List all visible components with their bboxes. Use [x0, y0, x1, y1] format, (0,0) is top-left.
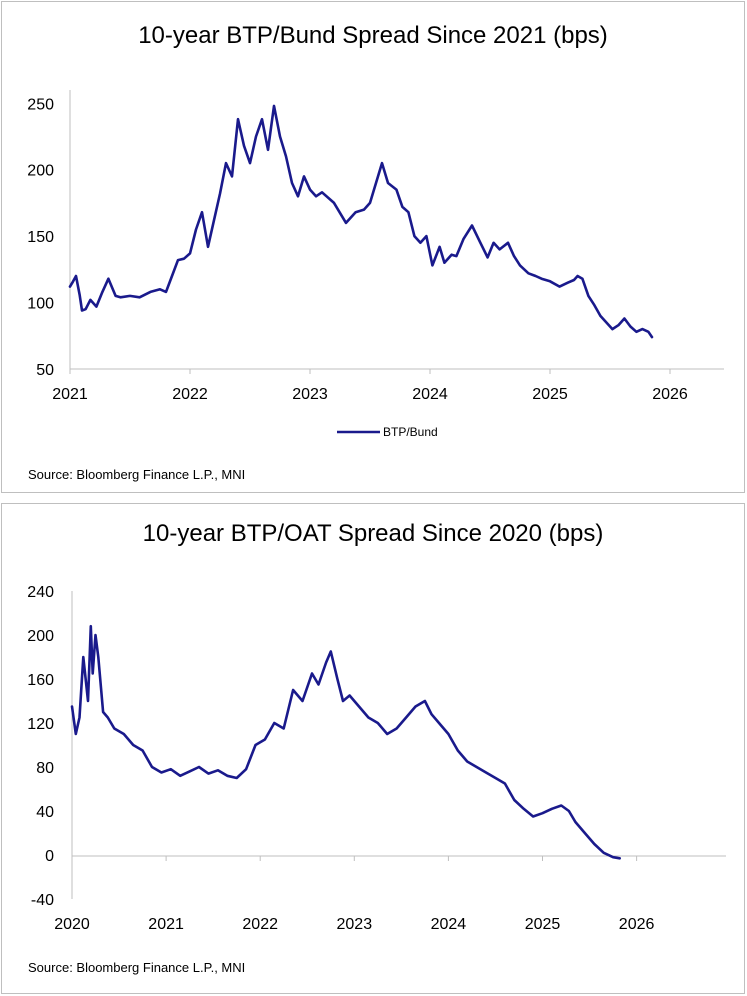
chart-canvas-btp-oat: -40 0 40 80 120 160 200 240 2020 2021 2022 2023 2024… — [27, 584, 726, 933]
y-tick-label: 150 — [27, 229, 54, 246]
source-note: Source: Bloomberg Finance L.P., MNI — [28, 960, 246, 975]
x-tick-label: 2026 — [652, 386, 688, 403]
y-tick-label: 160 — [27, 672, 54, 689]
x-tick-label: 2023 — [292, 386, 328, 403]
x-tick-label: 2026 — [619, 916, 655, 933]
chart-title: 10-year BTP/Bund Spread Since 2021 (bps) — [138, 22, 608, 49]
x-tick-label: 2024 — [431, 916, 467, 933]
x-tick-label: 2021 — [52, 386, 88, 403]
series-line-btp-bund — [68, 104, 654, 339]
y-tick-label: 80 — [36, 760, 54, 777]
y-tick-label: 200 — [27, 163, 54, 180]
x-tick-label: 2024 — [412, 386, 448, 403]
x-tick-label: 2021 — [148, 916, 184, 933]
y-tick-label: -40 — [31, 892, 54, 909]
y-tick-label: 100 — [27, 296, 54, 313]
chart-panel-btp-bund: 10-year BTP/Bund Spread Since 2021 (bps)… — [1, 1, 745, 493]
x-tick-label: 2025 — [525, 916, 561, 933]
x-tick-label: 2023 — [337, 916, 373, 933]
x-tick-label: 2022 — [172, 386, 208, 403]
legend-label: BTP/Bund — [383, 425, 438, 439]
x-tick-label: 2025 — [532, 386, 568, 403]
chart-panel-btp-oat: 10-year BTP/OAT Spread Since 2020 (bps) … — [1, 503, 745, 994]
y-tick-label: 240 — [27, 584, 54, 601]
x-tick-label: 2022 — [242, 916, 278, 933]
chart-canvas-btp-bund: 50 100 150 200 250 2021 2022 2023 2024 2025 2026 BT… — [27, 90, 724, 439]
y-tick-label: 50 — [36, 362, 54, 379]
chart-title: 10-year BTP/OAT Spread Since 2020 (bps) — [142, 520, 604, 547]
series-line-btp-oat — [70, 624, 621, 860]
x-tick-label: 2020 — [54, 916, 90, 933]
y-tick-label: 0 — [45, 848, 54, 865]
source-note: Source: Bloomberg Finance L.P., MNI — [28, 467, 246, 482]
y-tick-label: 200 — [27, 628, 54, 645]
y-tick-label: 250 — [27, 96, 54, 113]
y-tick-label: 120 — [27, 716, 54, 733]
y-tick-label: 40 — [36, 804, 54, 821]
